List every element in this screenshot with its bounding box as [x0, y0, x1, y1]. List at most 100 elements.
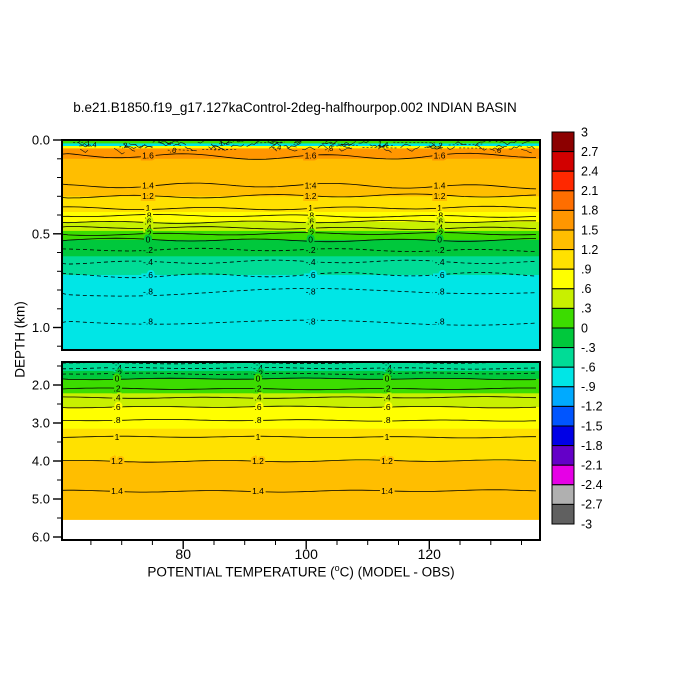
- x-axis-label: POTENTIAL TEMPERATURE (oC) (MODEL - OBS): [62, 563, 540, 580]
- svg-text:1: 1: [115, 432, 120, 442]
- degree-superscript: o: [334, 563, 340, 573]
- colorbar-label: -2.4: [581, 478, 603, 492]
- svg-text:.8: .8: [254, 415, 261, 425]
- svg-text:-.6: -.6: [435, 270, 445, 280]
- svg-text:6.0: 6.0: [32, 530, 50, 545]
- svg-text:100: 100: [295, 546, 319, 562]
- svg-text:.6: .6: [383, 402, 390, 412]
- colorbar-label: -1.5: [581, 419, 603, 433]
- colorbar-label: -2.1: [581, 459, 603, 473]
- svg-text:1.2: 1.2: [218, 137, 230, 148]
- colorbar-label: 2.4: [581, 165, 598, 179]
- svg-text:-.6: -.6: [167, 145, 177, 155]
- svg-text:.6: .6: [113, 402, 120, 412]
- svg-text:.2: .2: [113, 384, 120, 394]
- svg-text:-.4: -.4: [435, 257, 445, 267]
- svg-text:1: 1: [146, 203, 151, 213]
- upper-y-axis-ticks: 0.0 0.5 1.0: [32, 133, 62, 347]
- svg-text:.4: .4: [113, 392, 120, 402]
- svg-text:-.4: -.4: [306, 257, 316, 267]
- svg-text:-.4: -.4: [112, 363, 122, 373]
- svg-text:-.2: -.2: [112, 368, 122, 378]
- svg-text:0: 0: [385, 374, 390, 384]
- svg-text:1: 1: [385, 432, 390, 442]
- colorbar-label: 1.8: [581, 204, 598, 218]
- svg-text:-.8: -.8: [306, 287, 316, 297]
- svg-text:.8: .8: [383, 415, 390, 425]
- svg-text:.2: .2: [307, 229, 314, 239]
- svg-text:1: 1: [308, 203, 313, 213]
- lower-panel: -.6 -.6 -.6-.4 -.4 -.4-.2 -.2 -.20 0 0.2.2.2.4.4…: [62, 358, 540, 540]
- svg-text:0: 0: [437, 235, 442, 245]
- svg-text:.4: .4: [436, 223, 443, 233]
- svg-text:1.2: 1.2: [111, 456, 123, 466]
- svg-text:1.4: 1.4: [305, 181, 317, 191]
- svg-text:.4: .4: [144, 223, 151, 233]
- svg-text:.6: .6: [307, 217, 314, 227]
- svg-text:1.6: 1.6: [434, 151, 446, 161]
- svg-text:1: 1: [256, 432, 261, 442]
- svg-text:-.6: -.6: [253, 358, 263, 368]
- svg-text:1.4: 1.4: [111, 486, 123, 496]
- colorbar-label: .6: [581, 282, 591, 296]
- svg-text:.8: .8: [144, 211, 151, 221]
- colorbar-label: .3: [581, 302, 591, 316]
- colorbar: 3 2.7 2.4 2.1 1.8 1.5 1.2 .9 .6 .3 0 -.3 -.6 -.9 -1.2 -…: [551, 125, 603, 531]
- svg-text:1.2: 1.2: [434, 191, 446, 201]
- svg-text:80: 80: [175, 546, 191, 562]
- x-axis-ticks: 80 100 120: [90, 540, 522, 562]
- chart-title: b.e21.B1850.f19_g17.127kaControl-2deg-ha…: [73, 100, 517, 115]
- colorbar-label: -.6: [581, 361, 596, 375]
- svg-text:-.8: -.8: [435, 287, 445, 297]
- colorbar-label: 2.7: [581, 145, 598, 159]
- svg-text:0: 0: [146, 235, 151, 245]
- svg-text:0.5: 0.5: [32, 226, 50, 241]
- colorbar-label: -.9: [581, 380, 596, 394]
- svg-text:1: 1: [437, 203, 442, 213]
- svg-text:.4: .4: [254, 392, 261, 402]
- svg-text:-.4: -.4: [253, 363, 263, 373]
- svg-text:1.2: 1.2: [305, 191, 317, 201]
- svg-text:-.4: -.4: [272, 142, 282, 152]
- svg-text:-.4: -.4: [382, 363, 392, 373]
- upper-panel: 1.6 1.6 1.61.4 1.4 1.41.2 1.2 1.21 1 1.8.8.8.6.6…: [62, 137, 540, 350]
- x-axis-label-rest: C) (MODEL - OBS): [339, 564, 455, 580]
- svg-text:-.4: -.4: [143, 257, 153, 267]
- svg-text:-.6: -.6: [492, 145, 502, 155]
- svg-text:-.6: -.6: [143, 270, 153, 280]
- colorbar-label: -1.8: [581, 439, 603, 453]
- svg-text:-.2: -.2: [253, 368, 263, 378]
- svg-text:.2: .2: [436, 229, 443, 239]
- svg-text:0.0: 0.0: [32, 133, 50, 148]
- svg-text:-.8: -.8: [306, 317, 316, 327]
- svg-text:1.4: 1.4: [142, 181, 154, 191]
- colorbar-label: -2.7: [581, 498, 603, 512]
- svg-text:.4: .4: [383, 392, 390, 402]
- lower-y-axis-ticks: 2.0 3.0 4.0 5.0 6.0: [32, 365, 62, 545]
- svg-text:-.6: -.6: [306, 270, 316, 280]
- svg-text:-.6: -.6: [112, 358, 122, 368]
- colorbar-label: 0: [581, 321, 588, 335]
- svg-text:.6: .6: [254, 402, 261, 412]
- svg-text:5.0: 5.0: [32, 492, 50, 507]
- svg-text:-.8: -.8: [324, 144, 334, 154]
- svg-text:.2: .2: [383, 384, 390, 394]
- svg-text:-.2: -.2: [382, 368, 392, 378]
- svg-text:1.6: 1.6: [305, 151, 317, 161]
- svg-text:-.2: -.2: [434, 141, 444, 151]
- colorbar-label: 1.2: [581, 243, 598, 257]
- svg-text:-.2: -.2: [306, 245, 316, 255]
- colorbar-label: 1.5: [581, 223, 598, 237]
- svg-text:-.6: -.6: [382, 358, 392, 368]
- svg-text:120: 120: [418, 546, 442, 562]
- svg-text:.2: .2: [254, 384, 261, 394]
- svg-text:1.2: 1.2: [142, 191, 154, 201]
- svg-text:1.6: 1.6: [142, 151, 154, 161]
- svg-text:-.2: -.2: [118, 141, 128, 151]
- svg-text:1.0: 1.0: [32, 320, 50, 335]
- svg-text:-.2: -.2: [435, 245, 445, 255]
- svg-text:1.2: 1.2: [252, 456, 264, 466]
- svg-text:1.4: 1.4: [377, 139, 389, 149]
